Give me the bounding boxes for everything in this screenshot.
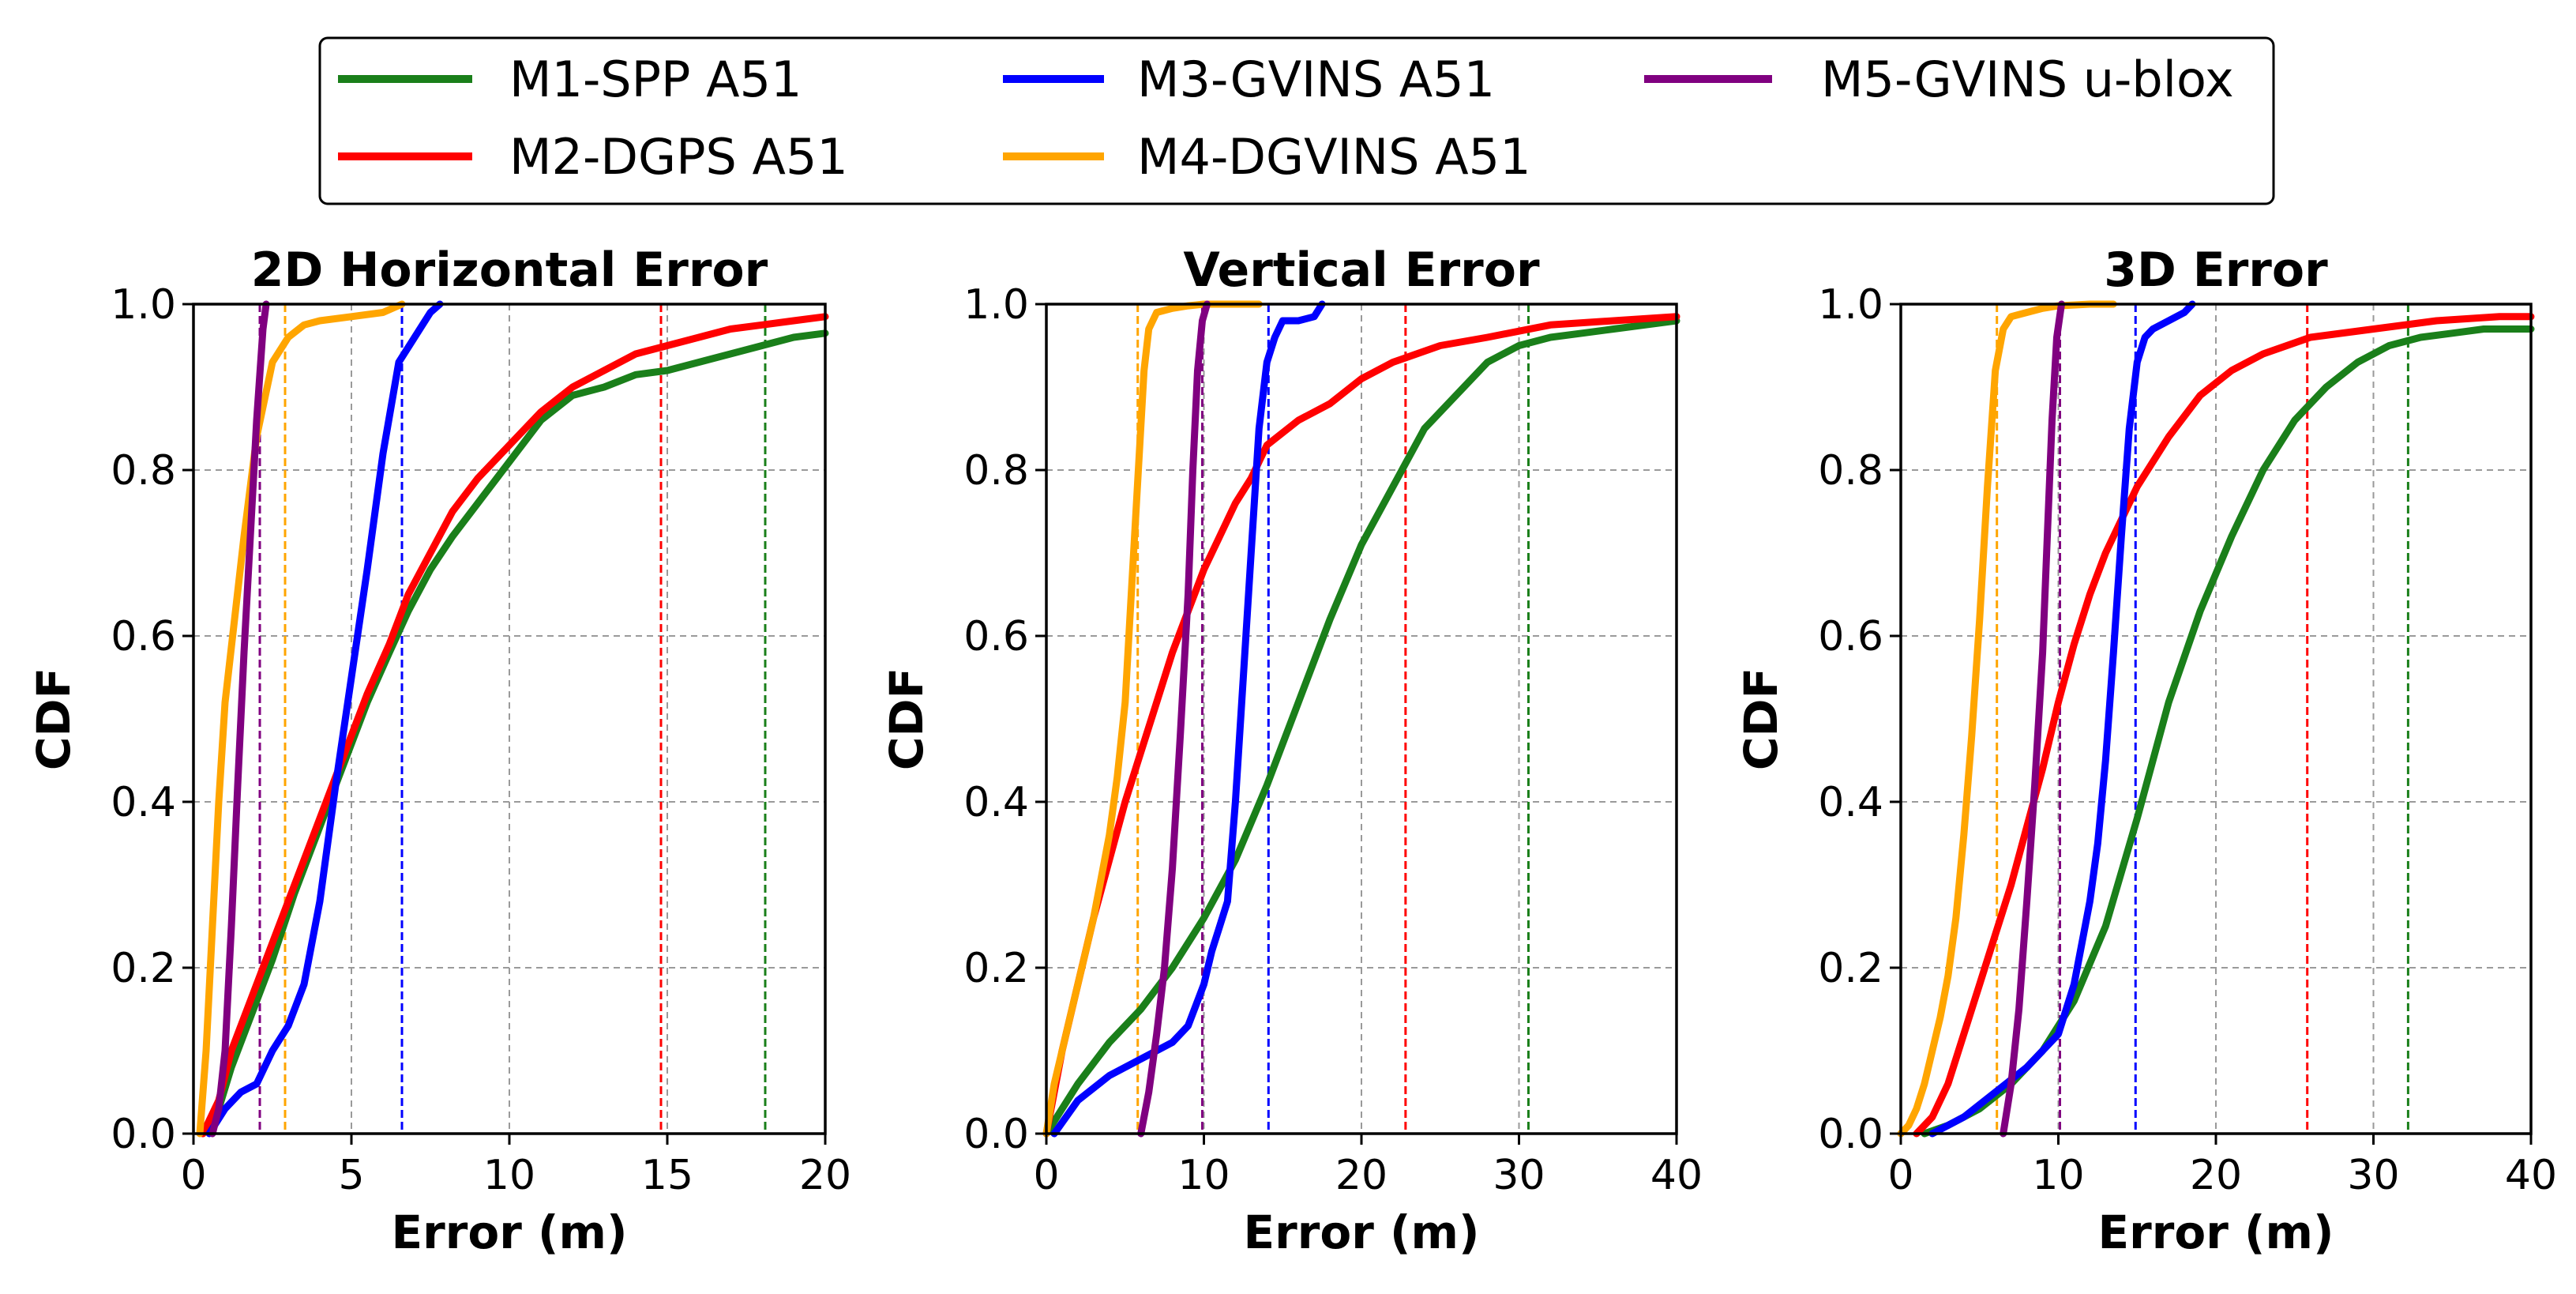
series-line-m3 xyxy=(205,300,444,1138)
y-axis-label: CDF xyxy=(880,668,933,770)
y-tick-label: 1.0 xyxy=(963,281,1029,329)
series-line-m3 xyxy=(1050,300,1326,1138)
p95-lines xyxy=(1996,304,2409,1134)
x-axis-label: Error (m) xyxy=(1244,1206,1480,1259)
y-tick-label: 0.6 xyxy=(111,613,176,660)
x-tick-label: 10 xyxy=(2032,1152,2084,1199)
series-lines xyxy=(1897,300,2535,1138)
series-lines xyxy=(196,300,829,1138)
y-tick-label: 0.4 xyxy=(111,779,176,826)
series-line-m3 xyxy=(1928,300,2196,1138)
panel-2d-horizontal-error: 2D Horizontal Error 0 5 10 15 20 0.0 0.2 0.4 0.6… xyxy=(27,243,851,1259)
panel-title: Vertical Error xyxy=(1183,243,1540,298)
x-tick-label: 20 xyxy=(799,1152,851,1199)
x-tick-label: 10 xyxy=(483,1152,535,1199)
series-line-m1 xyxy=(199,329,829,1138)
series-line-m1 xyxy=(1042,317,1680,1138)
legend-label-m2: M2-DGPS A51 xyxy=(509,128,848,186)
tick-marks: 0 5 10 15 20 0.0 0.2 0.4 0.6 0.8 1.0 xyxy=(111,281,851,1199)
legend: M1-SPP A51 M2-DGPS A51 M3-GVINS A51 M4-D… xyxy=(318,36,2275,205)
p95-lines xyxy=(258,304,767,1134)
y-tick-label: 0.0 xyxy=(1818,1111,1883,1158)
y-axis-label: CDF xyxy=(1734,668,1788,770)
x-tick-label: 15 xyxy=(641,1152,693,1199)
y-tick-label: 0.0 xyxy=(111,1111,176,1158)
series-line-m4 xyxy=(1897,300,2117,1138)
series-lines xyxy=(1042,300,1680,1138)
tick-marks: 0 10 20 30 40 0.0 0.2 0.4 0.6 0.8 1.0 xyxy=(963,281,1703,1199)
y-tick-label: 1.0 xyxy=(111,281,176,329)
y-tick-label: 0.6 xyxy=(1818,613,1883,660)
y-tick-label: 0.2 xyxy=(963,945,1029,992)
y-tick-label: 0.6 xyxy=(963,613,1029,660)
series-line-m2 xyxy=(199,313,829,1138)
panel-3d-error: 3D Error 0 10 20 30 40 0.0 0.2 0.4 0.6 0.8 1.0 Err… xyxy=(1734,243,2557,1259)
y-tick-label: 0.0 xyxy=(963,1111,1029,1158)
x-tick-label: 0 xyxy=(1033,1152,1059,1199)
panel-title: 3D Error xyxy=(2104,243,2328,298)
y-axis-label: CDF xyxy=(27,668,81,770)
panel-vertical-error: Vertical Error 0 10 20 30 40 0.0 0.2 0.4 0.6 0.8 1… xyxy=(880,243,1703,1259)
legend-frame xyxy=(318,36,2275,205)
x-tick-label: 20 xyxy=(1335,1152,1388,1199)
x-tick-label: 30 xyxy=(1493,1152,1545,1199)
legend-label-m3: M3-GVINS A51 xyxy=(1137,51,1495,108)
series-line-m4 xyxy=(1042,300,1263,1138)
x-tick-label: 0 xyxy=(180,1152,206,1199)
grid-lines xyxy=(1901,303,2531,1134)
x-axis-label: Error (m) xyxy=(2098,1206,2334,1259)
legend-label-m5: M5-GVINS u-blox xyxy=(1821,51,2234,108)
legend-label-m1: M1-SPP A51 xyxy=(509,51,802,108)
series-line-m5 xyxy=(208,300,270,1138)
series-line-m5 xyxy=(2000,300,2065,1138)
y-tick-label: 0.8 xyxy=(111,447,176,495)
y-tick-label: 0.2 xyxy=(111,945,176,992)
x-axis-label: Error (m) xyxy=(392,1206,628,1259)
y-tick-label: 0.4 xyxy=(1818,779,1883,826)
x-tick-label: 30 xyxy=(2347,1152,2399,1199)
x-tick-label: 0 xyxy=(1887,1152,1913,1199)
tick-marks: 0 10 20 30 40 0.0 0.2 0.4 0.6 0.8 1.0 xyxy=(1818,281,2557,1199)
series-line-m2 xyxy=(1042,313,1680,1138)
x-tick-label: 5 xyxy=(338,1152,364,1199)
x-tick-label: 20 xyxy=(2190,1152,2242,1199)
legend-label-m4: M4-DGVINS A51 xyxy=(1137,128,1531,186)
y-tick-label: 1.0 xyxy=(1818,281,1883,329)
x-tick-label: 10 xyxy=(1177,1152,1230,1199)
grid-lines xyxy=(193,303,825,1134)
y-tick-label: 0.8 xyxy=(963,447,1029,495)
x-tick-label: 40 xyxy=(2505,1152,2557,1199)
y-tick-label: 0.4 xyxy=(963,779,1029,826)
series-line-m5 xyxy=(1137,300,1211,1138)
panel-title: 2D Horizontal Error xyxy=(251,243,768,298)
y-tick-label: 0.2 xyxy=(1818,945,1883,992)
series-line-m2 xyxy=(1913,313,2535,1138)
x-tick-label: 40 xyxy=(1650,1152,1703,1199)
y-tick-label: 0.8 xyxy=(1818,447,1883,495)
